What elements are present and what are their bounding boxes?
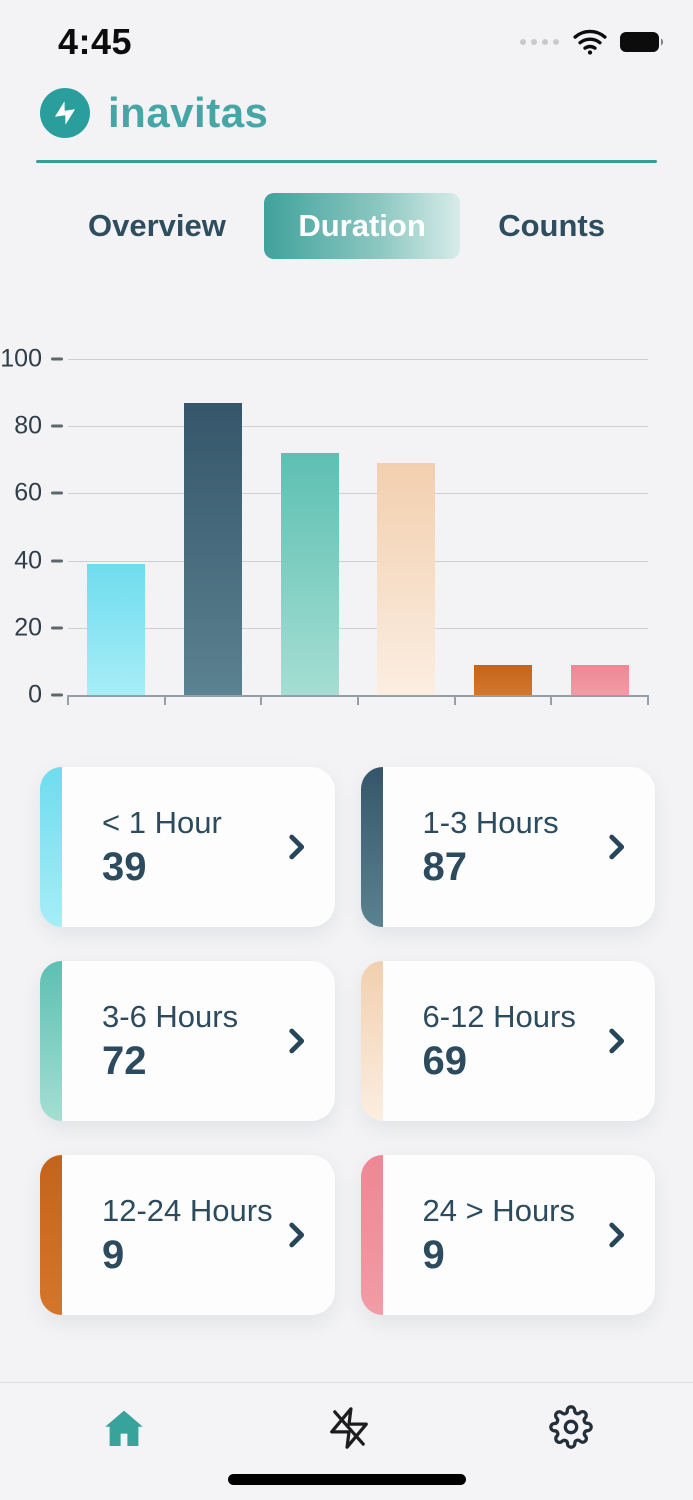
home-indicator[interactable] xyxy=(227,1474,466,1485)
chevron-right-icon xyxy=(609,834,625,860)
chart-bar-slot xyxy=(551,359,648,695)
segmented-tabs: Overview Duration Counts xyxy=(0,193,693,259)
x-axis-tick xyxy=(453,695,456,705)
y-axis-tick-label: 80 xyxy=(14,412,63,441)
card-value: 72 xyxy=(102,1038,147,1083)
card-label: 6-12 Hours xyxy=(422,998,576,1034)
chevron-right-icon xyxy=(288,834,304,860)
gridline xyxy=(68,493,648,495)
card-value: 87 xyxy=(422,844,468,889)
nav-energy-button[interactable] xyxy=(322,1401,376,1458)
x-axis-tick xyxy=(163,695,166,705)
card-accent xyxy=(360,767,383,927)
card-3-6-hours[interactable]: 3-6 Hours 72 xyxy=(40,961,335,1121)
brand-logo xyxy=(36,84,94,142)
tab-overview[interactable]: Overview xyxy=(88,208,226,243)
x-axis-tick xyxy=(67,695,69,705)
chevron-right-icon xyxy=(609,1222,625,1248)
chevron-right-icon xyxy=(609,1028,625,1054)
duration-bar-chart: 0 20 40 60 80 100 xyxy=(0,345,649,709)
y-axis-tick-label: 0 xyxy=(28,681,63,710)
chart-bar-slot xyxy=(455,359,552,695)
x-axis-tick xyxy=(260,695,263,705)
tab-duration[interactable]: Duration xyxy=(264,193,460,259)
wifi-icon xyxy=(573,29,607,55)
status-time: 4:45 xyxy=(58,21,133,62)
home-icon xyxy=(105,1410,143,1446)
gridline xyxy=(68,359,648,360)
chart-plot: 0 20 40 60 80 100 xyxy=(0,345,649,709)
y-axis-tick-label: 60 xyxy=(14,479,63,508)
card-label: 1-3 Hours xyxy=(422,804,559,840)
card-label: 24 > Hours xyxy=(422,1192,576,1228)
app-header: inavitas xyxy=(0,62,693,142)
chart-bar-5 xyxy=(474,664,533,695)
chart-bar-1 xyxy=(87,563,146,695)
nav-home-button[interactable] xyxy=(96,1401,152,1460)
card-accent xyxy=(40,1155,62,1315)
status-icons xyxy=(520,29,665,55)
nav-settings-button[interactable] xyxy=(545,1401,597,1456)
y-axis-tick-label: 20 xyxy=(14,613,63,642)
card-accent xyxy=(360,961,383,1121)
card-label: < 1 Hour xyxy=(102,804,222,840)
card-lt-1-hour[interactable]: < 1 Hour 39 xyxy=(40,767,335,927)
y-axis-tick-label: 100 xyxy=(0,345,63,374)
card-label: 12-24 Hours xyxy=(102,1192,273,1228)
chart-bars xyxy=(68,359,648,695)
brand-name: inavitas xyxy=(108,89,269,136)
gear-icon xyxy=(549,1405,593,1449)
card-accent xyxy=(40,961,62,1121)
gridline xyxy=(68,627,648,629)
gridline xyxy=(68,560,648,562)
card-12-24-hours[interactable]: 12-24 Hours 9 xyxy=(40,1155,335,1315)
chart-bar-slot xyxy=(358,359,455,695)
card-6-12-hours[interactable]: 6-12 Hours 69 xyxy=(360,961,655,1121)
y-axis-tick-label: 40 xyxy=(14,546,63,575)
tab-counts[interactable]: Counts xyxy=(498,208,605,243)
header-divider xyxy=(36,160,657,163)
lightning-slash-icon xyxy=(329,1407,368,1449)
card-label: 3-6 Hours xyxy=(102,998,239,1034)
card-value: 69 xyxy=(422,1038,468,1083)
card-1-3-hours[interactable]: 1-3 Hours 87 xyxy=(360,767,655,927)
duration-cards-grid: < 1 Hour 39 1-3 Hours 87 3-6 Hours 72 xyxy=(40,767,655,1315)
gridline xyxy=(68,426,648,428)
x-axis-tick xyxy=(550,695,553,705)
x-axis-tick xyxy=(357,695,359,705)
card-accent xyxy=(40,767,62,927)
chevron-right-icon xyxy=(288,1028,304,1054)
chart-bar-slot xyxy=(68,359,165,695)
card-value: 9 xyxy=(422,1232,445,1277)
card-gt-24-hours[interactable]: 24 > Hours 9 xyxy=(360,1155,655,1315)
card-value: 9 xyxy=(102,1232,125,1277)
chart-bar-3 xyxy=(280,453,339,695)
card-value: 39 xyxy=(102,844,147,889)
status-bar: 4:45 xyxy=(0,0,693,62)
chart-bar-slot xyxy=(261,359,358,695)
brand-logo-bolt-icon xyxy=(54,101,76,125)
x-axis-tick xyxy=(647,695,649,705)
card-accent xyxy=(360,1155,383,1315)
battery-icon xyxy=(620,32,664,52)
chart-bar-slot xyxy=(165,359,262,695)
signal-dots-icon xyxy=(520,39,559,45)
chart-bar-2 xyxy=(184,402,242,695)
chart-bar-6 xyxy=(570,664,629,695)
chevron-right-icon xyxy=(288,1222,304,1248)
chart-bar-4 xyxy=(377,463,436,695)
